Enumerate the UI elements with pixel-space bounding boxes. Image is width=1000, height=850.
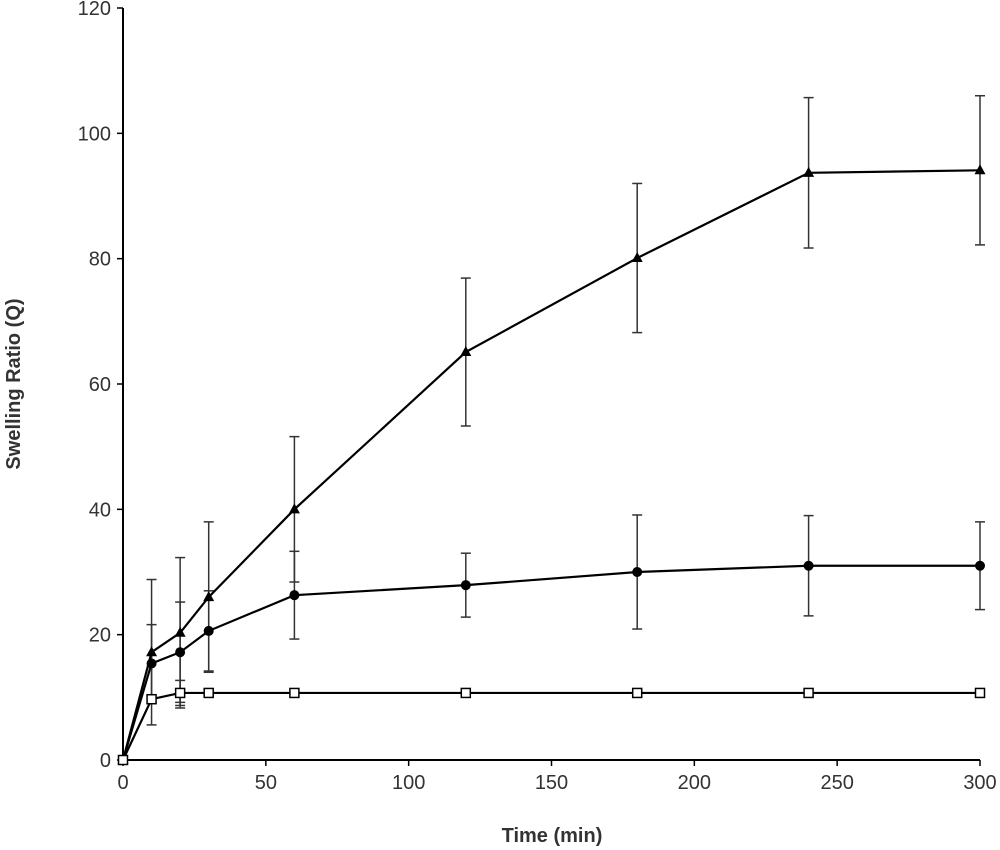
triangle-marker xyxy=(203,591,215,602)
square-marker xyxy=(289,687,300,699)
square-marker xyxy=(174,687,186,699)
square-marker xyxy=(631,687,643,699)
y-axis-label: Swelling Ratio (Q) xyxy=(3,298,25,469)
square-marker xyxy=(974,687,986,699)
circle-marker xyxy=(460,580,471,591)
square-marker xyxy=(803,687,814,699)
axes: 0 50 100 150 200 250 300 0 20 40 60 80 100 120 xyxy=(78,0,997,794)
circle-marker xyxy=(975,560,985,571)
circle-marker xyxy=(175,647,186,658)
series-markers xyxy=(117,164,986,766)
error-bars xyxy=(146,94,985,726)
x-tick-label: 0 xyxy=(117,772,128,794)
y-tick-label: 60 xyxy=(89,374,111,396)
square-marker xyxy=(203,687,214,699)
y-tick-label: 80 xyxy=(89,249,111,271)
triangle-marker xyxy=(146,646,158,657)
triangle-marker xyxy=(288,503,300,514)
square-marker xyxy=(460,687,472,699)
y-tick-label: 0 xyxy=(100,750,111,772)
series-line-open-square xyxy=(122,691,980,761)
series-line-circle xyxy=(121,564,980,761)
triangle-marker xyxy=(974,164,986,175)
triangle-marker xyxy=(174,626,186,637)
triangle-marker xyxy=(631,252,643,263)
x-tick-label: 100 xyxy=(392,772,425,794)
square-marker xyxy=(146,693,157,705)
circle-marker xyxy=(203,625,214,636)
x-tick-label: 200 xyxy=(678,772,711,794)
y-tick-label: 20 xyxy=(89,625,111,647)
y-tick-label: 100 xyxy=(78,123,111,145)
x-tick-label: 50 xyxy=(255,772,277,794)
square-marker xyxy=(117,754,129,766)
x-axis-label: Time (min) xyxy=(502,825,603,847)
circle-marker xyxy=(632,567,643,577)
triangle-marker xyxy=(460,346,472,357)
y-tick-label: 40 xyxy=(89,499,111,521)
circle-marker xyxy=(803,560,814,571)
series-lines xyxy=(121,169,981,761)
circle-marker xyxy=(289,590,300,601)
y-tick-label: 120 xyxy=(78,0,111,20)
circle-marker xyxy=(146,658,157,669)
x-tick-label: 250 xyxy=(820,772,853,794)
series-line-triangle xyxy=(121,169,981,761)
triangle-marker xyxy=(803,166,815,177)
x-tick-label: 150 xyxy=(535,772,568,794)
x-tick-label: 300 xyxy=(963,772,996,794)
